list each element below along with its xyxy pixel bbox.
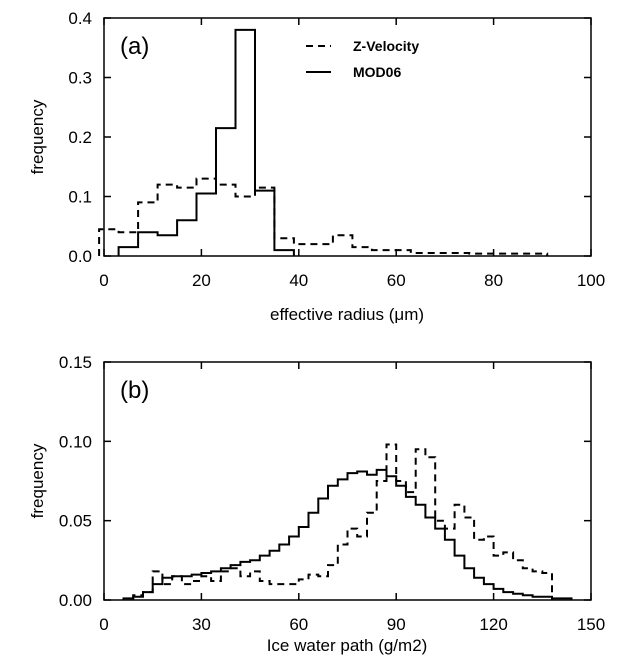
series-layer-a: [98, 28, 549, 256]
legend-label-mod06: MOD06: [353, 64, 401, 80]
tick-layer-a: 0 20 40 60 80 100 0.0 0.1 0.2 0.3 0.4: [68, 9, 605, 290]
y-tick-label-a: 0.1: [68, 188, 92, 207]
y-tick-label-b: 0.05: [59, 512, 92, 531]
y-tick-label-a: 0.2: [68, 128, 92, 147]
x-tick-label-a: 40: [289, 271, 308, 290]
x-axis-title-a: effective radius (μm): [270, 305, 424, 324]
y-tick-label-b: 0.10: [59, 432, 92, 451]
x-tick-label-b: 90: [387, 615, 406, 634]
y-tick-label-b: 0.15: [59, 353, 92, 372]
plot-frame-b: [103, 361, 592, 601]
x-tick-label-a: 20: [192, 271, 211, 290]
legend-label-z-velocity: Z-Velocity: [353, 38, 419, 54]
x-tick-label-b: 30: [192, 615, 211, 634]
x-tick-label-a: 0: [99, 271, 108, 290]
series-z-velocity-a: [98, 177, 549, 256]
y-tick-label-a: 0.4: [68, 9, 92, 28]
x-tick-label-a: 100: [577, 271, 605, 290]
panel-label-b: (b): [120, 377, 149, 404]
x-tick-label-b: 150: [577, 615, 605, 634]
series-z-velocity-b: [132, 443, 553, 600]
x-axis-title-b: Ice water path (g/m2): [267, 636, 428, 655]
x-tick-label-a: 60: [387, 271, 406, 290]
panel-label-a: (a): [120, 33, 149, 60]
x-tick-label-b: 0: [99, 615, 108, 634]
x-tick-label-a: 80: [484, 271, 503, 290]
panel-b: (b) 0 30 60 90 120 150 0.00 0.05 0.10 0.15 Ice wa…: [28, 353, 605, 655]
y-axis-title-a: frequency: [28, 99, 47, 174]
x-tick-label-b: 60: [289, 615, 308, 634]
y-axis-title-b: frequency: [28, 443, 47, 518]
x-tick-label-b: 120: [479, 615, 507, 634]
tick-layer-b: 0 30 60 90 120 150 0.00 0.05 0.10 0.15: [59, 353, 605, 634]
series-layer-b: [122, 443, 573, 600]
y-tick-label-a: 0.0: [68, 247, 92, 266]
y-tick-label-b: 0.00: [59, 591, 92, 610]
y-tick-label-a: 0.3: [68, 69, 92, 88]
series-mod06-b: [122, 468, 573, 600]
legend-a: Z-Velocity MOD06: [306, 38, 419, 80]
series-mod06-a: [117, 28, 295, 256]
panel-a: (a) Z-Velocity MOD06 0 20 40 60 80 1000.00.10…: [28, 9, 605, 324]
